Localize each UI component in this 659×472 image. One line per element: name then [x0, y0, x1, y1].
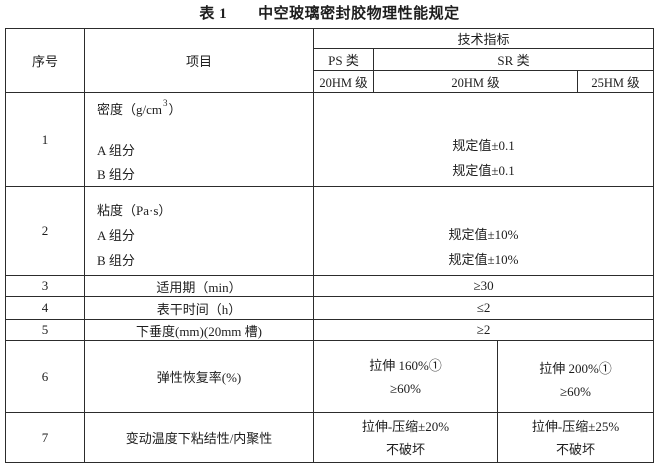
row1-value: 规定值±0.1 规定值±0.1	[312, 92, 655, 187]
row6-item: 弹性恢复率(%)	[84, 340, 314, 413]
header-row-grade: 20HM 级 20HM 级 25HM 级	[6, 70, 655, 93]
superscript-3: 3	[163, 97, 168, 108]
row6-value-25hm-line2: ≥60%	[560, 383, 591, 399]
page-title: 表 1 中空玻璃密封胶物理性能规定	[199, 6, 460, 22]
row6-value-20hm-line2: ≥60%	[390, 380, 421, 396]
row2-item: 粘度（Pa·s） A 组分 B 组分	[84, 186, 314, 276]
row7-value-20hm-line1: 拉伸-压缩±20%	[361, 418, 450, 434]
header-row-tech: 序号 项目 技术指标	[5, 28, 655, 93]
row1-item-title: 密度（g/cm 3）	[97, 97, 182, 118]
row2-component-b: B 组分	[97, 253, 135, 268]
header-serial: 序号	[5, 28, 85, 93]
header-item: 项目	[84, 28, 314, 93]
row4-serial: 4	[5, 296, 85, 320]
row2-serial: 2	[5, 186, 85, 276]
row2-item-title: 粘度（Pa·s）	[97, 203, 172, 218]
row2-value-b: 规定值±10%	[448, 252, 519, 267]
table-row-viscosity: 2 粘度（Pa·s） A 组分 B 组分 规定值±10% 规定值±10%	[5, 186, 655, 276]
row7-value-20hm-line2: 不破坏	[385, 441, 425, 457]
header-tech-indicator: 技术指标	[312, 28, 655, 49]
row1-serial: 1	[5, 92, 85, 187]
row5-item: 下垂度(mm)(20mm 槽)	[84, 319, 314, 341]
row2-value-a: 规定值±10%	[448, 227, 519, 242]
row3-serial: 3	[5, 275, 85, 297]
row3-item: 适用期（min）	[84, 275, 314, 297]
header-ps-grade-20hm: 20HM 级	[313, 70, 374, 93]
row2-value: 规定值±10% 规定值±10%	[312, 186, 655, 276]
row6-value-25hm-line1: 拉伸 200%①	[539, 360, 612, 376]
table-row-adhesion-cohesion: 7 变动温度下粘结性/内聚性 拉伸-压缩±20% 不破坏 拉伸-压缩±25% 不…	[5, 412, 655, 463]
table-row-tack-free-time: 4 表干时间（h） ≤2	[5, 296, 655, 320]
row6-value-25hm: 拉伸 200%① ≥60%	[496, 340, 655, 413]
row7-value-25hm-line2: 不破坏	[556, 441, 596, 457]
row7-item: 变动温度下粘结性/内聚性	[84, 412, 314, 463]
row1-value-a: 规定值±0.1	[452, 138, 515, 153]
row5-serial: 5	[5, 319, 85, 341]
row6-value-20hm-line1: 拉伸 160%①	[369, 357, 442, 373]
row1-component-b: B 组分	[97, 167, 135, 182]
row7-value-25hm: 拉伸-压缩±25% 不破坏	[496, 412, 655, 463]
table-row-density: 1 密度（g/cm 3） A 组分 B 组分 规定值±0.1 规定值±0.1	[5, 92, 655, 187]
row6-value-20hm: 拉伸 160%① ≥60%	[313, 340, 498, 413]
row6-serial: 6	[5, 340, 85, 413]
row2-component-a: A 组分	[97, 228, 135, 243]
header-ps-class: PS 类	[313, 48, 374, 71]
row1-component-a: A 组分	[97, 143, 135, 158]
row4-value: ≤2	[312, 296, 655, 320]
header-sr-grade-20hm: 20HM 级	[373, 70, 578, 93]
row5-value: ≥2	[312, 319, 655, 341]
spec-table: 序号 项目 技术指标 PS 类 SR 类 20HM 级 20HM 级 25HM …	[5, 28, 655, 463]
row7-serial: 7	[5, 412, 85, 463]
table-row-pot-life: 3 适用期（min） ≥30	[5, 275, 655, 297]
table-row-sagging: 5 下垂度(mm)(20mm 槽) ≥2	[5, 319, 655, 341]
header-sr-grade-25hm: 25HM 级	[576, 70, 655, 93]
header-sr-class: SR 类	[372, 48, 655, 71]
row7-value-20hm: 拉伸-压缩±20% 不破坏	[313, 412, 498, 463]
row1-value-b: 规定值±0.1	[452, 163, 515, 178]
table-row-elastic-recovery: 6 弹性恢复率(%) 拉伸 160%① ≥60% 拉伸 200%① ≥60%	[5, 340, 655, 413]
row4-item: 表干时间（h）	[84, 296, 314, 320]
row3-value: ≥30	[312, 275, 655, 297]
row7-value-25hm-line1: 拉伸-压缩±25%	[531, 418, 620, 434]
row1-item: 密度（g/cm 3） A 组分 B 组分	[84, 92, 314, 187]
